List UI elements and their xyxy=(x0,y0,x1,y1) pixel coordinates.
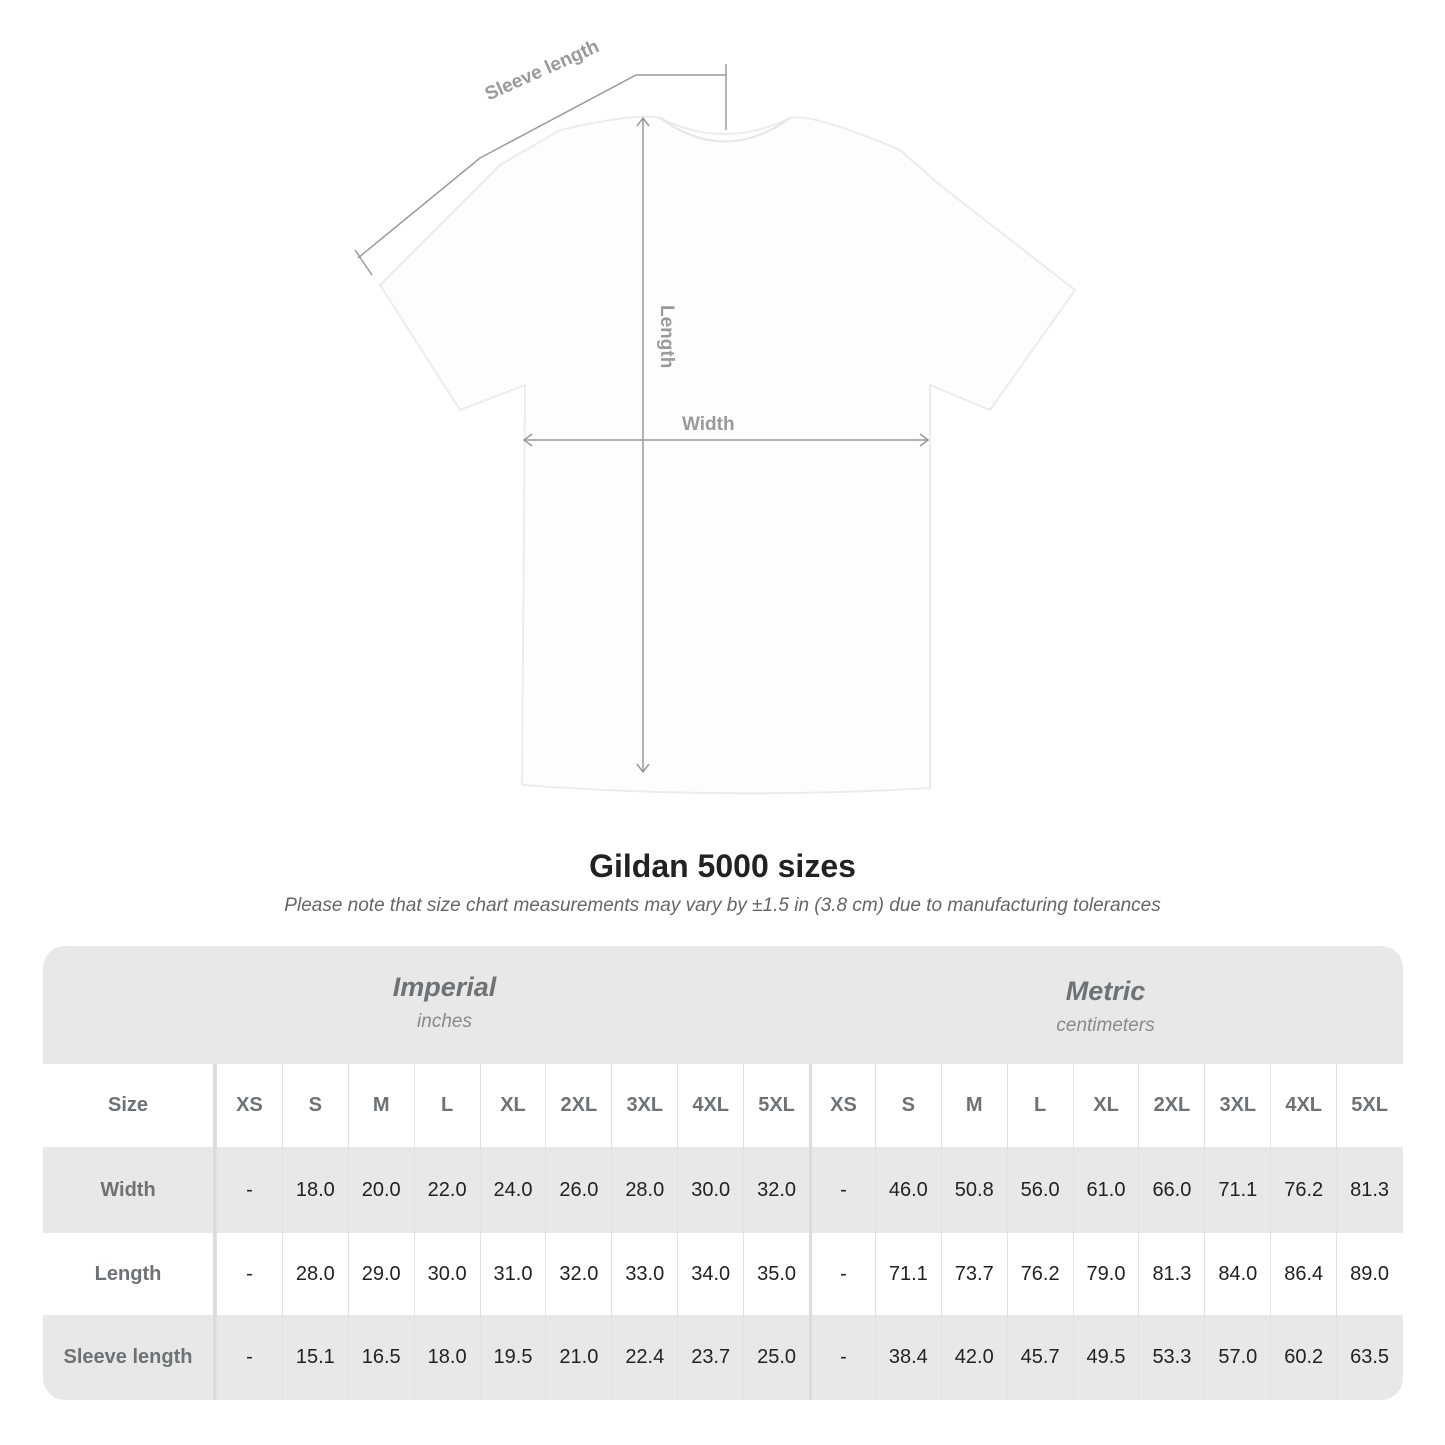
imperial-value-cell: 26.0 xyxy=(545,1147,611,1233)
imperial-value-cell: 21.0 xyxy=(545,1315,611,1400)
imperial-size-header: 3XL xyxy=(611,1064,677,1147)
metric-size-header: XL xyxy=(1072,1064,1139,1147)
metric-value-cell: 71.1 xyxy=(1204,1147,1270,1233)
imperial-value-cell: - xyxy=(216,1315,282,1400)
imperial-size-header: XL xyxy=(479,1064,546,1147)
imperial-size-header: L xyxy=(413,1064,480,1147)
metric-value-cell: 45.7 xyxy=(1006,1315,1073,1400)
imperial-value-cell: 33.0 xyxy=(611,1233,677,1315)
chart-title: Gildan 5000 sizes xyxy=(589,848,856,884)
metric-value-cell: 73.7 xyxy=(940,1233,1007,1315)
imperial-size-header: M xyxy=(347,1064,414,1147)
imperial-value-cell: 22.4 xyxy=(611,1315,677,1400)
metric-size-header: S xyxy=(874,1064,941,1147)
width-label: Width xyxy=(682,414,735,435)
imperial-size-header: 4XL xyxy=(677,1064,743,1147)
metric-value-cell: 63.5 xyxy=(1336,1315,1402,1400)
metric-value-cell: 89.0 xyxy=(1336,1233,1402,1315)
imperial-value-cell: 18.0 xyxy=(413,1315,480,1400)
row-label: Sleeve length xyxy=(43,1315,216,1400)
metric-value-cell: 56.0 xyxy=(1006,1147,1073,1233)
table-row: Sleeve length -15.1 16.5 18.0 19.5 21.0 22.4 23… xyxy=(43,1315,1403,1400)
metric-value-cell: 84.0 xyxy=(1204,1233,1270,1315)
metric-header: Metric centimeters xyxy=(809,976,1402,1037)
imperial-value-cell: 16.5 xyxy=(347,1315,414,1400)
metric-value-cell: 76.2 xyxy=(1270,1147,1336,1233)
sleeve-measure-line xyxy=(357,74,726,259)
imperial-value-cell: 20.0 xyxy=(347,1147,414,1233)
tshirt-shape xyxy=(378,115,1077,795)
imperial-value-cell: 32.0 xyxy=(545,1233,611,1315)
metric-value-cell: 42.0 xyxy=(940,1315,1007,1400)
metric-size-header: 3XL xyxy=(1204,1064,1270,1147)
imperial-size-header: S xyxy=(281,1064,348,1147)
metric-value-cell: 46.0 xyxy=(874,1147,941,1233)
size-header-row: Size XS S M L XL 2XL 3XL 4XL 5XL XS S M L XL 2XL 3XL 4XL 5… xyxy=(43,1064,1403,1147)
metric-value-cell: - xyxy=(809,1315,875,1400)
metric-value-cell: 53.3 xyxy=(1138,1315,1204,1400)
imperial-value-cell: 23.7 xyxy=(677,1315,743,1400)
metric-title: Metric xyxy=(1065,976,1146,1006)
table-row: Length -28.0 29.0 30.0 31.0 32.0 33.0 34.0 35.0-… xyxy=(43,1233,1403,1315)
imperial-value-cell: 35.0 xyxy=(743,1233,809,1315)
imperial-size-header: XS xyxy=(216,1064,282,1147)
imperial-value-cell: 24.0 xyxy=(479,1147,546,1233)
imperial-value-cell: - xyxy=(216,1147,282,1233)
tolerance-note: Please note that size chart measurements… xyxy=(284,895,1161,916)
metric-value-cell: 61.0 xyxy=(1072,1147,1139,1233)
imperial-unit: inches xyxy=(417,1011,472,1032)
metric-value-cell: 50.8 xyxy=(940,1147,1007,1233)
imperial-value-cell: 30.0 xyxy=(677,1147,743,1233)
imperial-value-cell: 22.0 xyxy=(413,1147,480,1233)
metric-value-cell: 71.1 xyxy=(874,1233,941,1315)
metric-value-cell: 76.2 xyxy=(1006,1233,1073,1315)
imperial-title: Imperial xyxy=(392,972,497,1002)
metric-value-cell: 57.0 xyxy=(1204,1315,1270,1400)
metric-unit: centimeters xyxy=(1056,1015,1155,1036)
metric-value-cell: - xyxy=(809,1147,875,1233)
imperial-value-cell: 28.0 xyxy=(281,1233,348,1315)
metric-value-cell: 66.0 xyxy=(1138,1147,1204,1233)
imperial-value-cell: 32.0 xyxy=(743,1147,809,1233)
metric-value-cell: 86.4 xyxy=(1270,1233,1336,1315)
metric-value-cell: 79.0 xyxy=(1072,1233,1139,1315)
metric-size-header: 5XL xyxy=(1336,1064,1402,1147)
metric-size-header: 2XL xyxy=(1138,1064,1204,1147)
imperial-header: Imperial inches xyxy=(216,972,673,1033)
table-row: Width -18.0 20.0 22.0 24.0 26.0 28.0 30.0 32.0-4… xyxy=(43,1147,1403,1233)
length-label: Length xyxy=(656,305,677,369)
imperial-value-cell: 19.5 xyxy=(479,1315,546,1400)
imperial-value-cell: 34.0 xyxy=(677,1233,743,1315)
imperial-size-header: 5XL xyxy=(743,1064,809,1147)
metric-size-header: 4XL xyxy=(1270,1064,1336,1147)
imperial-value-cell: 25.0 xyxy=(743,1315,809,1400)
metric-size-header: M xyxy=(940,1064,1007,1147)
metric-value-cell: 38.4 xyxy=(874,1315,941,1400)
metric-size-header: L xyxy=(1006,1064,1073,1147)
metric-value-cell: - xyxy=(809,1233,875,1315)
imperial-value-cell: 29.0 xyxy=(347,1233,414,1315)
metric-value-cell: 49.5 xyxy=(1072,1315,1139,1400)
unit-header-band xyxy=(43,946,1403,1064)
imperial-value-cell: 28.0 xyxy=(611,1147,677,1233)
metric-value-cell: 81.3 xyxy=(1138,1233,1204,1315)
imperial-value-cell: 15.1 xyxy=(281,1315,348,1400)
imperial-size-header: 2XL xyxy=(545,1064,611,1147)
row-label: Size xyxy=(43,1064,216,1147)
size-table: Imperial inches Metric centimeters Size X… xyxy=(43,946,1403,1400)
tshirt-diagram xyxy=(354,64,1077,795)
metric-value-cell: 60.2 xyxy=(1270,1315,1336,1400)
imperial-value-cell: 31.0 xyxy=(479,1233,546,1315)
row-label: Width xyxy=(43,1147,216,1233)
metric-size-header: XS xyxy=(809,1064,875,1147)
metric-value-cell: 81.3 xyxy=(1336,1147,1402,1233)
imperial-value-cell: 18.0 xyxy=(281,1147,348,1233)
row-label: Length xyxy=(43,1233,216,1315)
imperial-value-cell: - xyxy=(216,1233,282,1315)
imperial-value-cell: 30.0 xyxy=(413,1233,480,1315)
